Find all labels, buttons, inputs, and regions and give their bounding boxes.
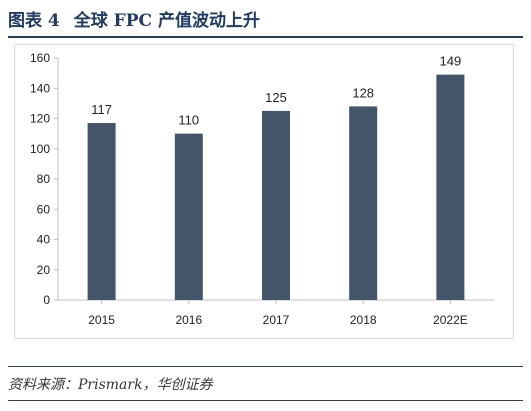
bar-2022E bbox=[436, 74, 465, 300]
y-tick-label: 20 bbox=[37, 263, 51, 277]
x-tick-label-2016: 2016 bbox=[175, 313, 202, 327]
x-tick-label-2015: 2015 bbox=[88, 313, 115, 327]
bar-2017 bbox=[262, 110, 290, 300]
bar-2015 bbox=[87, 123, 116, 300]
x-tick-label-2018: 2018 bbox=[350, 313, 377, 327]
y-tick-label: 140 bbox=[30, 81, 50, 95]
y-tick-label: 0 bbox=[43, 293, 50, 307]
y-tick-label: 100 bbox=[30, 142, 50, 156]
data-label-2016: 110 bbox=[178, 113, 199, 128]
figure-title-text: 全球 FPC 产值波动上升 bbox=[73, 11, 260, 31]
data-label-2015: 117 bbox=[91, 102, 112, 117]
figure-title: 图表 4 全球 FPC 产值波动上升 bbox=[8, 6, 260, 31]
source-rule-top bbox=[8, 366, 523, 367]
y-tick-label: 60 bbox=[37, 202, 51, 216]
y-tick-label: 40 bbox=[37, 233, 51, 247]
y-tick-label: 80 bbox=[37, 172, 51, 186]
source-note: 资料来源：Prismark，华创证券 bbox=[8, 377, 213, 393]
source-rule-bottom bbox=[8, 400, 523, 401]
y-tick-label: 120 bbox=[30, 112, 50, 126]
y-tick-label: 160 bbox=[30, 51, 50, 65]
data-label-2022E: 149 bbox=[440, 54, 462, 69]
figure-number: 图表 4 bbox=[8, 11, 60, 31]
data-label-2017: 125 bbox=[265, 90, 287, 105]
bar-2016 bbox=[174, 133, 203, 300]
bar-2018 bbox=[349, 106, 378, 301]
x-tick-label-2017: 2017 bbox=[263, 313, 290, 327]
bar-chart: 0 20 40 60 80 100 120 140 160 117 2015 110 2016 125 20… bbox=[30, 51, 494, 327]
x-tick-label-2022E: 2022E bbox=[433, 313, 468, 327]
data-label-2018: 128 bbox=[352, 85, 374, 100]
title-rule bbox=[8, 36, 523, 38]
